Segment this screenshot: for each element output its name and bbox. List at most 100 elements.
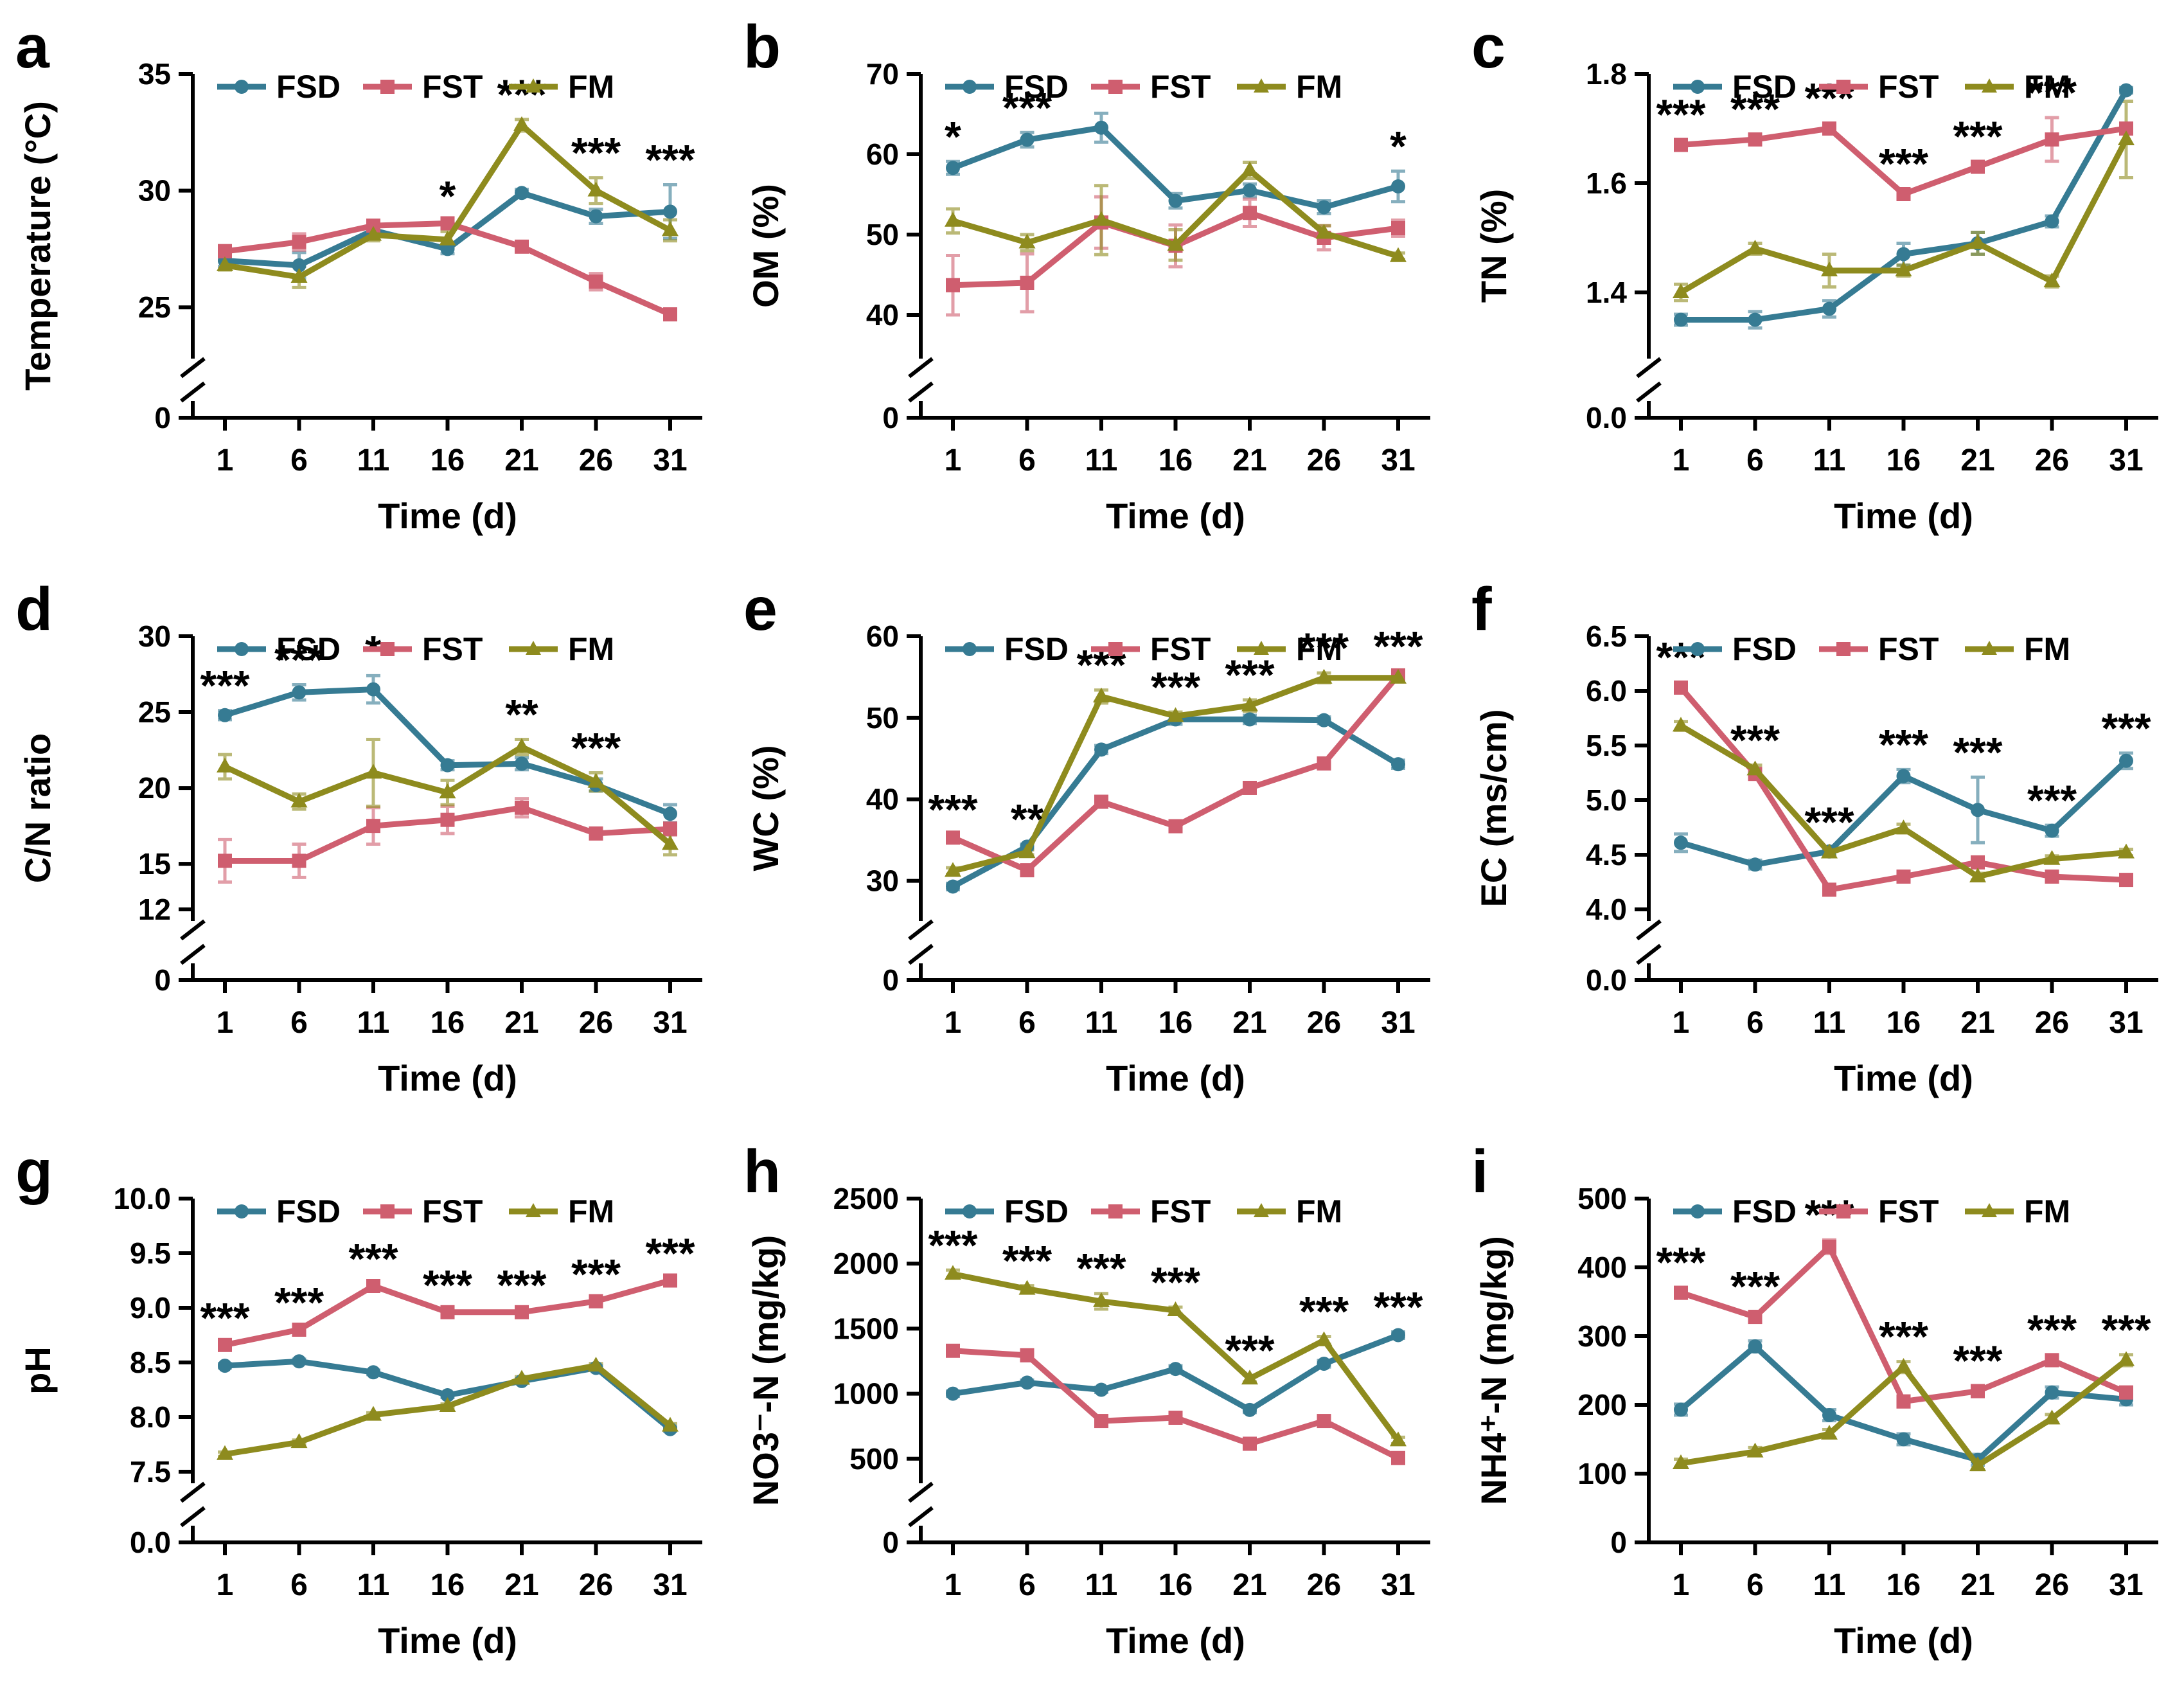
legend-marker-circle: [235, 80, 249, 94]
series-markers-fst: [1674, 1239, 2133, 1409]
series-markers-fm: [1673, 717, 2135, 882]
x-tick-label: 26: [2035, 443, 2069, 478]
significance-marker: ***: [1373, 623, 1423, 670]
legend-item-fst: FST: [363, 1193, 483, 1229]
x-tick-label: 16: [1887, 1568, 1921, 1602]
legend-item-fsd: FSD: [1673, 631, 1797, 667]
axis-break-slash: [908, 1506, 934, 1528]
significance-marker: ***: [1953, 728, 2002, 776]
significance-marker: ***: [1879, 140, 1928, 188]
data-point: [1241, 161, 1258, 176]
legend-label: FST: [1150, 631, 1211, 667]
x-tick-label: 11: [357, 1006, 390, 1040]
legend-label: FSD: [1004, 631, 1069, 667]
y-tick-label: 1500: [833, 1312, 899, 1345]
data-point: [1317, 713, 1331, 727]
legend-marker-circle: [963, 80, 977, 94]
legend-label: FSD: [1732, 1193, 1797, 1229]
significance-marker: ***: [1656, 633, 1705, 681]
data-point: [2119, 83, 2133, 98]
x-tick-label: 1: [217, 443, 234, 478]
data-point: [589, 826, 603, 841]
series-line-fm: [1680, 1357, 2128, 1468]
data-point: [1317, 756, 1331, 771]
data-point: [1018, 233, 1036, 249]
panel-c: c 1.4 1.6 1.8 0.0 1 6 11 16 21 26 31 Time (d) TN (%) *…: [1456, 0, 2184, 562]
panel-i: i 0 100 200 300 400 500 1 6 11 16 21 26 31 Time (d) NH4…: [1456, 1125, 2184, 1687]
y-axis-title: TN (%): [1473, 189, 1514, 303]
axes: [1636, 74, 2158, 420]
data-point: [440, 812, 455, 827]
x-tick-label: 6: [290, 1568, 308, 1602]
legend-label: FST: [1150, 69, 1211, 105]
significance-marker: ***: [1953, 112, 2002, 160]
significance-marker: ***: [348, 1235, 398, 1283]
panel-letter: c: [1471, 13, 1505, 81]
legend-item-fst: FST: [1819, 69, 1939, 105]
series-markers-fst: [218, 800, 677, 868]
y-tick-label: 35: [138, 57, 171, 91]
data-point: [1674, 1402, 1688, 1417]
panel-letter: f: [1471, 575, 1492, 643]
series-markers-fst: [946, 1343, 1405, 1465]
x-tick-label: 16: [1159, 1006, 1193, 1040]
y-axis-origin-label: 0.0: [1586, 401, 1627, 434]
legend-label: FST: [422, 1193, 483, 1229]
axis-break-slash: [180, 943, 206, 965]
legend-item-fst: FST: [363, 69, 483, 105]
series-markers-fm: [945, 1265, 1407, 1447]
legend-marker-square: [1108, 1204, 1123, 1218]
y-tick-label: 5.5: [1586, 729, 1627, 762]
panel-letter: i: [1471, 1138, 1488, 1206]
legend-item-fsd: FSD: [217, 631, 341, 667]
y-axis-title: EC (ms/cm): [1473, 709, 1514, 907]
x-tick-label: 6: [1746, 1568, 1764, 1602]
axis-break-slash: [180, 919, 206, 941]
legend-label: FSD: [1732, 631, 1797, 667]
series-markers-fm: [1673, 1351, 2135, 1472]
y-axis-origin-label: 0: [882, 401, 899, 434]
legend-item-fst: FST: [1091, 631, 1211, 667]
data-point: [1243, 206, 1257, 220]
data-point: [2118, 1351, 2135, 1366]
legend-marker-square: [1836, 642, 1851, 656]
legend-marker-triangle: [1982, 78, 1997, 93]
data-point: [1821, 262, 1838, 276]
significance-marker: ***: [1879, 1313, 1928, 1361]
data-point: [1391, 179, 1405, 193]
significance-marker: *: [439, 172, 456, 220]
data-point: [2045, 1353, 2059, 1368]
data-point: [946, 879, 960, 894]
y-tick-label: 100: [1577, 1457, 1627, 1490]
data-point: [1748, 312, 1762, 327]
data-point: [663, 1273, 677, 1288]
data-point: [217, 1445, 233, 1460]
x-tick-label: 6: [1018, 1568, 1036, 1602]
legend-label: FSD: [276, 69, 341, 105]
significance-marker: ***: [497, 1261, 546, 1308]
significance-marker: ***: [2101, 704, 2151, 752]
axis-break-slash: [180, 1506, 206, 1528]
series-markers-fsd: [946, 1328, 1405, 1417]
x-tick-label: 16: [1159, 443, 1193, 478]
data-point: [366, 819, 380, 834]
data-point: [1243, 780, 1257, 795]
y-tick-label: 40: [866, 783, 899, 816]
legend-marker-triangle: [1982, 1203, 1997, 1217]
data-point: [2045, 214, 2059, 229]
x-tick-label: 16: [431, 443, 465, 478]
y-tick-label: 7.5: [130, 1455, 171, 1488]
significance-marker: ***: [928, 1221, 977, 1269]
legend-label: FSD: [1732, 69, 1797, 105]
data-point: [366, 1279, 380, 1293]
legend-marker-circle: [1691, 642, 1705, 656]
legend-label: FST: [1878, 1193, 1939, 1229]
series-markers-fst: [218, 1273, 677, 1352]
data-point: [218, 708, 232, 722]
series-markers-fst: [1674, 121, 2133, 201]
data-point: [439, 1397, 456, 1412]
series-markers-fst: [218, 216, 677, 322]
x-tick-label: 16: [1159, 1568, 1193, 1602]
data-point: [515, 800, 529, 815]
